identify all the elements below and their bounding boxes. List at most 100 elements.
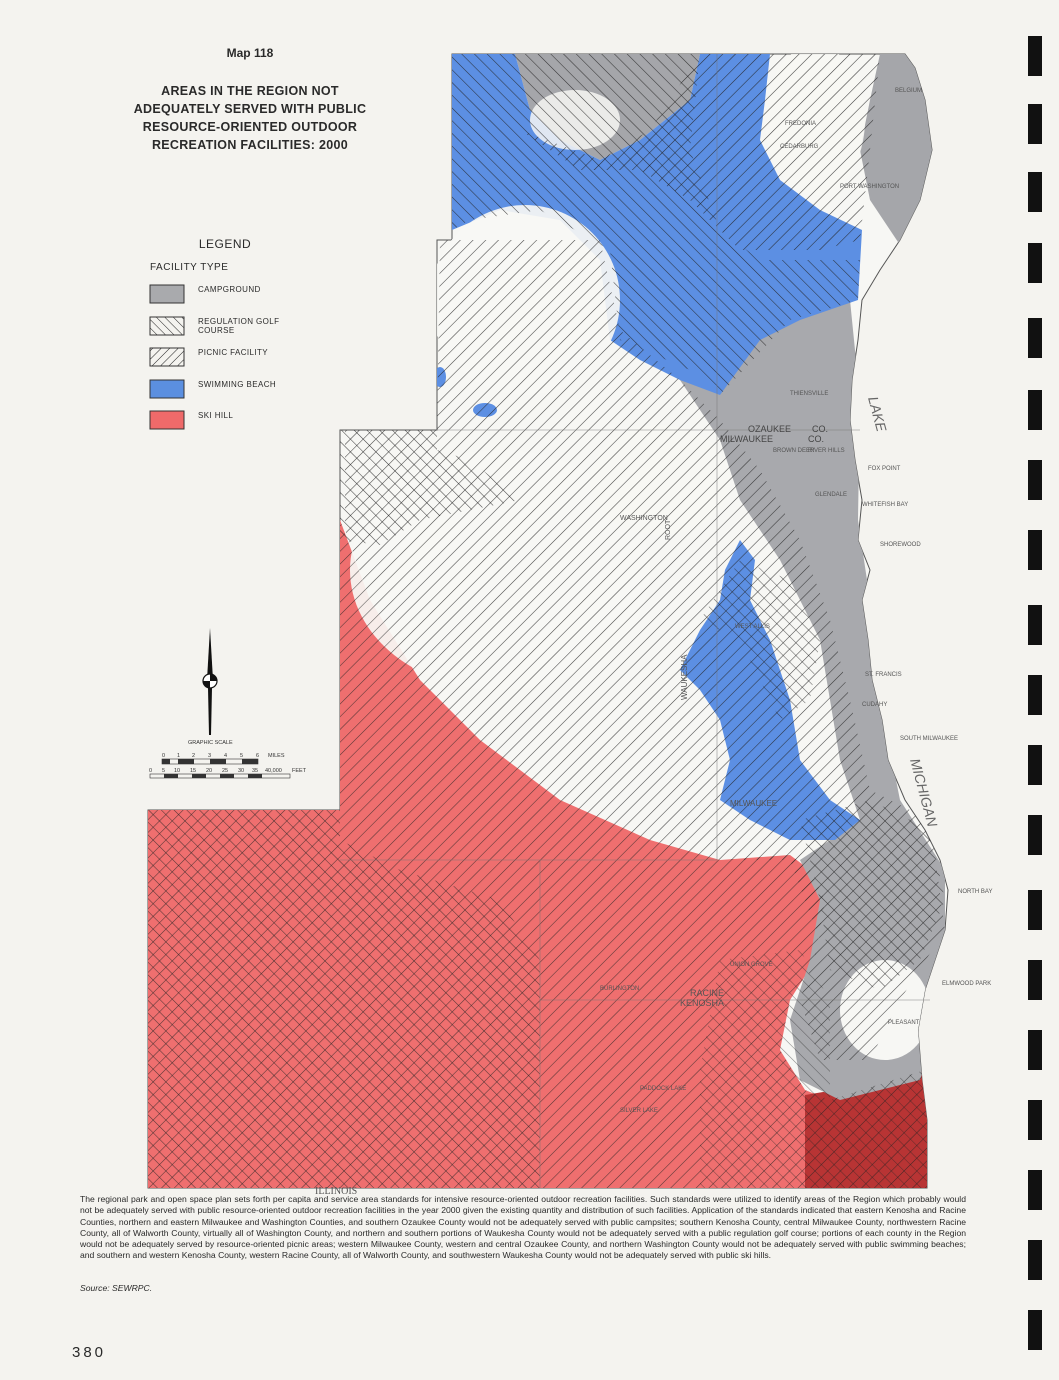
scale-title: GRAPHIC SCALE [188, 740, 233, 746]
label-burlington: BURLINGTON [600, 986, 639, 992]
legend-label-swimming: SWIMMING BEACH [198, 380, 277, 389]
legend-swatch-swimming [149, 379, 185, 399]
map-title-line-2: ADEQUATELY SERVED WITH PUBLIC [133, 102, 367, 116]
label-glendale: GLENDALE [815, 492, 847, 498]
label-washington: WASHINGTON [620, 515, 668, 522]
north-arrow-icon [202, 628, 218, 735]
label-paddock-lake: PADDOCK LAKE [640, 1086, 686, 1092]
label-st-francis: ST. FRANCIS [865, 672, 902, 678]
golf-course-area-milwaukee [700, 560, 820, 720]
binding-mark [1028, 1100, 1042, 1140]
binding-mark [1028, 172, 1042, 212]
svg-text:0: 0 [162, 753, 165, 759]
label-milwaukee-county: MILWAUKEE [720, 434, 773, 444]
picnic-area-north [520, 54, 880, 250]
binding-mark [1028, 390, 1042, 430]
map-title-line-3: RESOURCE-ORIENTED OUTDOOR [142, 120, 358, 134]
svg-text:FEET: FEET [292, 768, 307, 774]
label-elmwood-park: ELMWOOD PARK [942, 981, 991, 987]
binding-mark [1028, 815, 1042, 855]
golf-course-area-south [148, 810, 540, 1188]
label-fredonia: FREDONIA [785, 121, 816, 127]
graphic-scale: GRAPHIC SCALE 0 1 2 3 4 5 6 MILES 0 5 10… [149, 740, 307, 779]
legend-title: LEGEND [198, 237, 252, 251]
binding-mark [1028, 960, 1042, 1000]
source-note: Source: SEWRPC. [80, 1283, 153, 1293]
legend-swatch-golf [149, 316, 185, 336]
svg-text:40,000: 40,000 [265, 768, 282, 774]
county-boundaries [340, 54, 930, 1188]
golf-course-area-washington [452, 54, 860, 395]
label-union-grove: UNION GROVE [730, 962, 773, 968]
map-number: Map 118 [226, 46, 274, 60]
label-brown-deer: BROWN DEER [773, 448, 815, 454]
picnic-area [345, 240, 945, 1060]
label-racine-county: RACINE [690, 988, 724, 998]
map-title-line-4: RECREATION FACILITIES: 2000 [151, 138, 349, 152]
svg-text:15: 15 [190, 768, 196, 774]
label-south-milwaukee: SOUTH MILWAUKEE [900, 736, 958, 742]
svg-text:10: 10 [174, 768, 180, 774]
map-title-line-1: AREAS IN THE REGION NOT [161, 84, 339, 98]
label-belgium: BELGIUM [895, 88, 922, 94]
label-root: ROOT [665, 519, 672, 540]
campground-area-ozaukee [860, 54, 935, 245]
svg-text:3: 3 [208, 753, 211, 759]
label-illinois: ILLINOIS [315, 1186, 357, 1197]
label-river-hills: RIVER HILLS [808, 448, 845, 454]
golf-course-area-kenosha [700, 950, 935, 1188]
label-north-bay: NORTH BAY [958, 889, 992, 895]
binding-mark [1028, 675, 1042, 715]
binding-mark [1028, 530, 1042, 570]
svg-text:MILES: MILES [268, 753, 285, 759]
label-ozaukee-co: CO. [812, 424, 828, 434]
svg-text:5: 5 [240, 753, 243, 759]
legend-label-ski: SKI HILL [198, 411, 234, 420]
svg-text:1: 1 [177, 753, 180, 759]
page-number: 380 [72, 1344, 107, 1361]
svg-text:4: 4 [224, 753, 227, 759]
binding-mark [1028, 36, 1042, 76]
label-cudahy: CUDAHY [862, 702, 887, 708]
label-waukesha: WAUKESHA [680, 654, 689, 700]
svg-text:6: 6 [256, 753, 259, 759]
label-cedarburg: CEDARBURG [780, 144, 819, 150]
label-west-allis: WEST ALLIS [735, 624, 770, 630]
binding-mark [1028, 1240, 1042, 1280]
binding-mark [1028, 1170, 1042, 1210]
label-kenosha-county: KENOSHA [680, 998, 724, 1008]
binding-mark [1028, 243, 1042, 283]
binding-mark [1028, 1310, 1042, 1350]
label-fox-point: FOX POINT [868, 466, 901, 472]
legend-swatch-ski [149, 410, 185, 430]
golf-course-area-waukesha-north [340, 430, 520, 545]
svg-text:25: 25 [222, 768, 228, 774]
binding-mark [1028, 104, 1042, 144]
legend-label-golf: REGULATION GOLF COURSE [198, 317, 280, 335]
binding-mark [1028, 745, 1042, 785]
map-title: AREAS IN THE REGION NOT ADEQUATELY SERVE… [118, 82, 382, 154]
svg-text:20: 20 [206, 768, 212, 774]
label-silver-lake: SILVER LAKE [620, 1108, 658, 1114]
legend-label-picnic: PICNIC FACILITY [198, 348, 269, 357]
legend-subtitle: FACILITY TYPE [150, 262, 229, 273]
legend-swatch-picnic [149, 347, 185, 367]
svg-text:35: 35 [252, 768, 258, 774]
binding-mark [1028, 460, 1042, 500]
label-milwaukee-co: CO. [808, 434, 824, 444]
binding-mark [1028, 1030, 1042, 1070]
label-thiensville: THIENSVILLE [790, 391, 828, 397]
svg-text:5: 5 [162, 768, 165, 774]
legend-swatch-campground [149, 284, 185, 304]
golf-course-area-east [800, 800, 945, 990]
svg-text:2: 2 [192, 753, 195, 759]
svg-text:30: 30 [238, 768, 244, 774]
binding-mark [1028, 605, 1042, 645]
label-milwaukee-city: MILWAUKEE [730, 799, 777, 808]
binding-mark [1028, 890, 1042, 930]
binding-mark [1028, 318, 1042, 358]
label-pleasant-prairie: PLEASANT [888, 1020, 920, 1026]
map-caption: The regional park and open space plan se… [80, 1194, 966, 1261]
label-shorewood: SHOREWOOD [880, 542, 921, 548]
